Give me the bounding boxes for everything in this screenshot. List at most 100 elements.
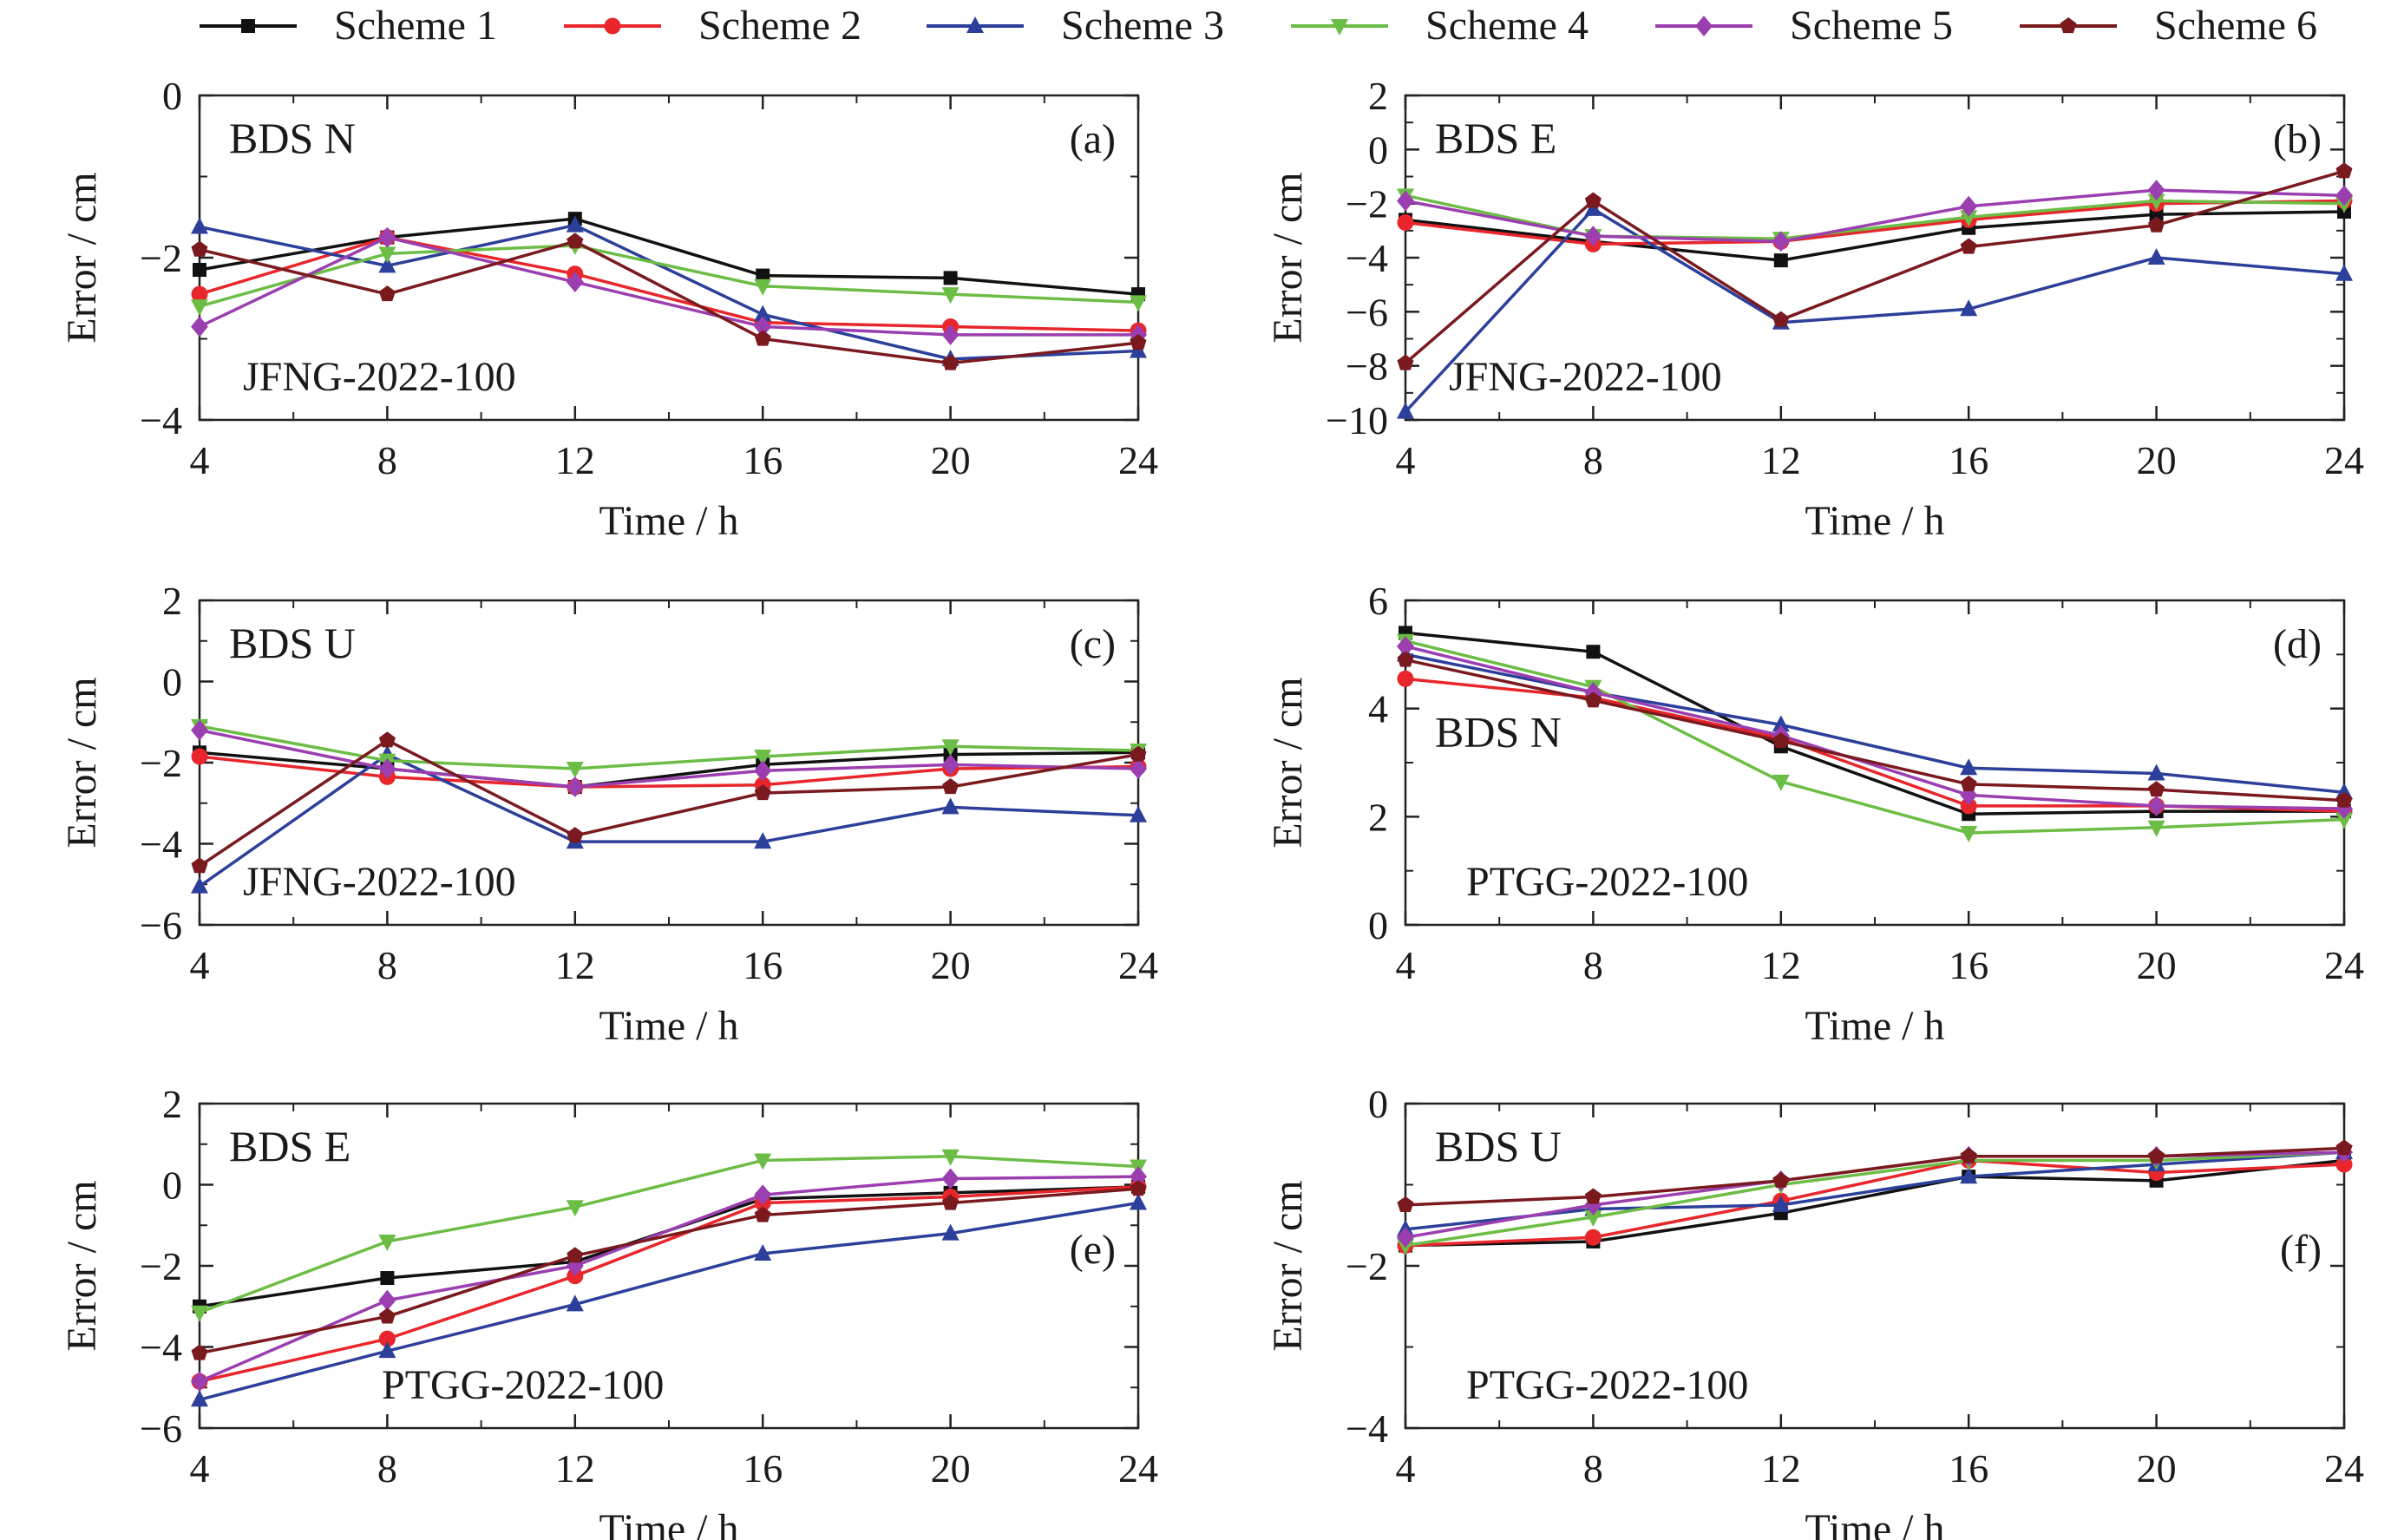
data-point [191,857,208,874]
data-point [943,271,958,285]
data-point [1960,1147,1977,1163]
series-line [1405,193,2345,240]
data-point [754,749,772,766]
x-tick-label: 16 [743,438,783,482]
series-6 [191,731,1147,874]
y-axis-label: Error / cm [59,1180,105,1351]
data-point [1960,299,1978,317]
x-tick-label: 4 [190,1446,210,1491]
x-tick-label: 8 [1583,438,1603,482]
data-point [2335,264,2353,281]
y-tick-label: 0 [162,1163,182,1208]
series-line [199,217,1139,296]
x-tick-label: 20 [931,438,971,482]
data-point [1584,192,1602,208]
data-point [2335,812,2353,829]
y-tick-label: −2 [1346,182,1388,226]
panel-title: BDS E [1435,114,1556,162]
data-point [1960,797,1977,815]
panel-title: BDS U [1435,1122,1562,1170]
legend-marker [966,16,984,33]
y-tick-label: −2 [140,741,182,785]
series-line [199,738,1139,868]
y-tick-label: −6 [140,903,182,947]
y-tick-label: −4 [140,822,182,867]
y-tick-label: 0 [162,660,182,704]
x-tick-label: 4 [190,438,210,482]
x-tick-label: 20 [2137,943,2177,987]
data-point [191,240,208,257]
data-point [942,354,960,370]
series-line [199,235,1139,332]
series-6 [191,233,1147,370]
data-point [1772,1171,1790,1188]
data-point [754,279,772,296]
data-point [941,1149,960,1166]
data-point [941,287,960,305]
data-point [754,1206,771,1222]
data-point [1772,231,1790,252]
x-tick-label: 12 [555,1446,595,1491]
data-point [941,739,960,757]
data-point [378,1234,396,1251]
y-tick-label: −4 [140,1326,182,1370]
panel-title: BDS N [1435,708,1562,757]
data-point [567,827,584,843]
y-tick-label: 0 [1368,903,1388,947]
series-line [1405,658,2345,803]
x-tick-label: 16 [1949,438,1988,482]
data-point [1960,195,1978,217]
data-point [1397,1196,1414,1212]
series-line [1405,188,2345,244]
data-point [191,285,208,303]
data-point [1397,354,1414,370]
legend-item: Scheme 2 [564,3,861,49]
data-point [754,1184,772,1206]
series-line [199,750,1139,789]
data-point [2147,248,2165,265]
data-point [1773,253,1788,268]
y-axis-label: Error / cm [1265,677,1311,848]
series-line [199,1201,1139,1401]
legend-marker [604,17,621,35]
data-point [1130,1166,1147,1188]
data-point [378,226,396,248]
series-3 [191,1193,1147,1407]
y-tick-label: 4 [1368,687,1388,731]
series-line [1405,1150,2345,1248]
series-line [199,1175,1139,1383]
series-line [1405,631,2344,816]
series-line [199,1155,1139,1314]
x-tick-label: 12 [1761,1446,1801,1491]
data-point [1586,645,1601,659]
data-point [1397,651,1414,667]
data-point [941,1168,960,1189]
series-line [199,724,1139,770]
data-point [2147,180,2165,201]
data-point [567,233,584,249]
legend-item: Scheme 3 [927,3,1224,49]
series-line [199,244,1139,308]
y-axis-label: Error / cm [59,677,105,848]
data-point [754,1243,772,1261]
station-label: PTGG-2022-100 [382,1362,664,1408]
panel-label: (f) [2280,1227,2322,1273]
x-tick-label: 16 [743,943,783,987]
series-line [1404,169,2345,364]
series-line [1405,645,2345,810]
data-point [942,778,960,795]
data-point [1130,1193,1147,1210]
series-line [1405,210,2345,262]
panel-title: BDS U [229,619,356,667]
legend-label: Scheme 5 [1790,3,1953,49]
data-point [1130,745,1147,762]
x-tick-label: 16 [1949,1446,1988,1491]
series-line [199,755,1139,789]
data-point [754,316,772,337]
y-tick-label: 2 [162,1082,182,1126]
y-tick-label: 2 [1368,795,1388,839]
data-point [566,1294,584,1312]
y-tick-label: −10 [1326,398,1388,442]
x-tick-label: 20 [931,1446,971,1491]
